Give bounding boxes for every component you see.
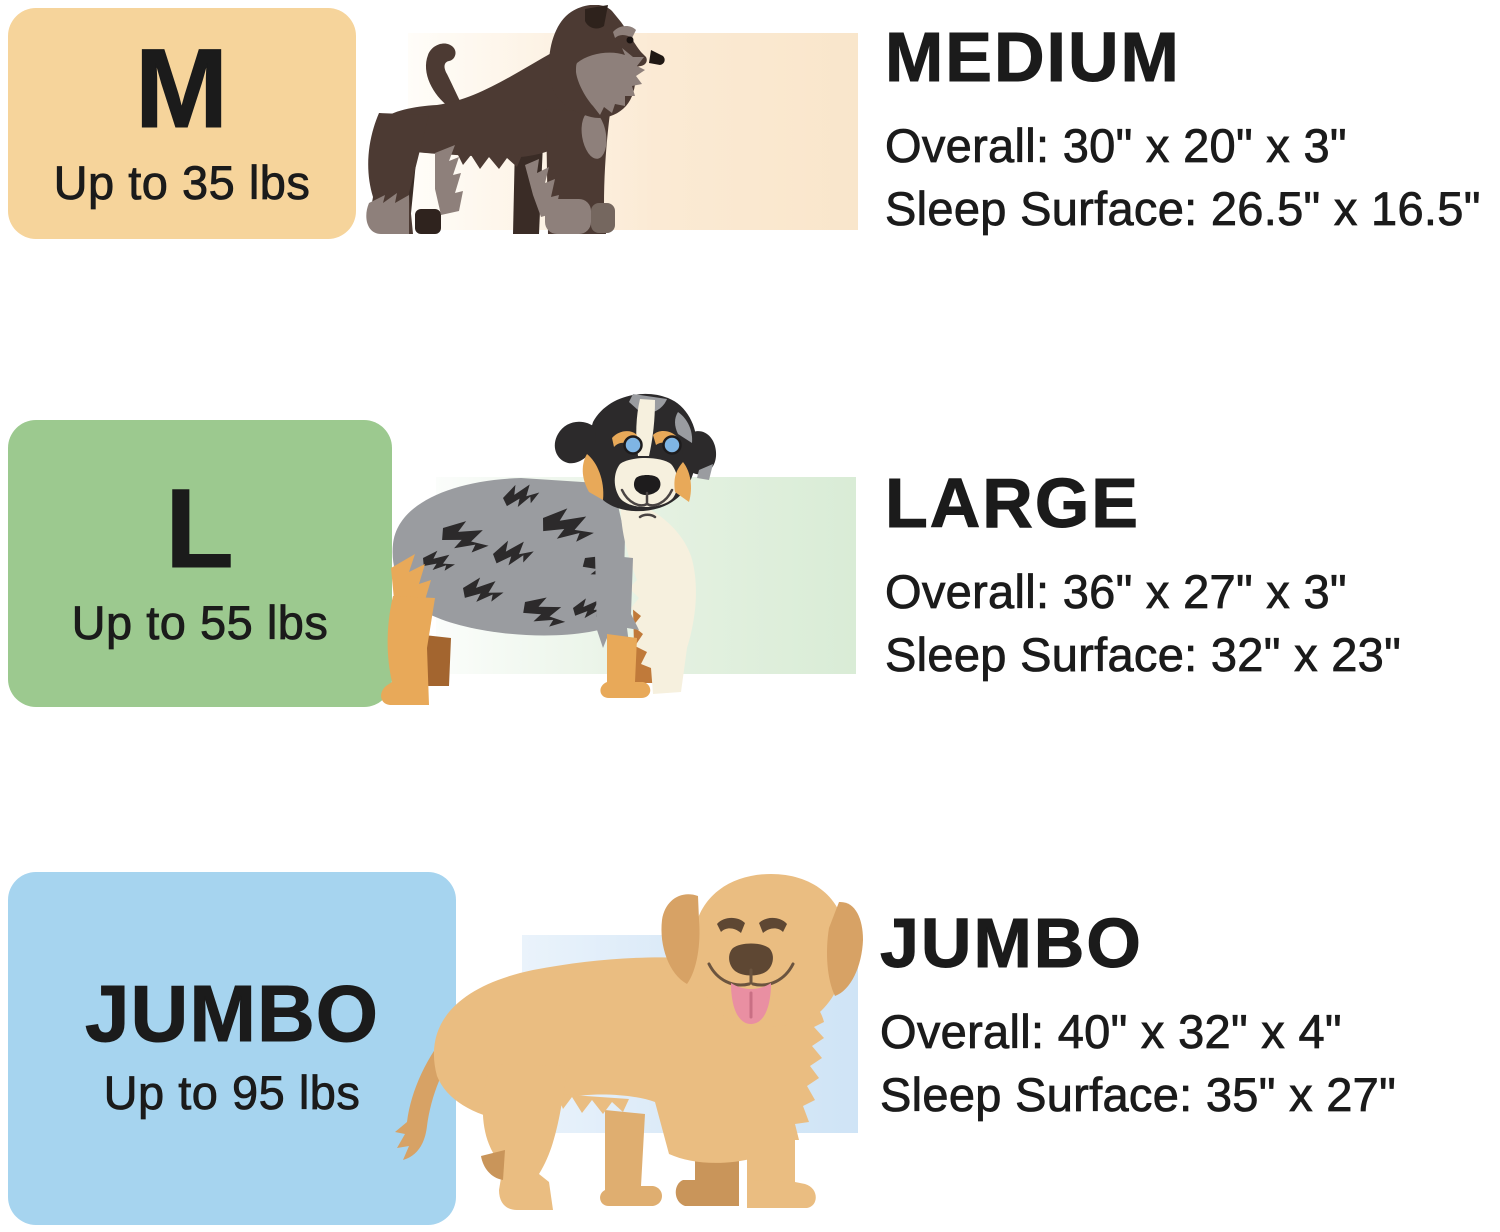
size-heading-large: LARGE bbox=[884, 464, 1140, 542]
size-badge-jumbo: JUMBO Up to 95 lbs bbox=[8, 872, 456, 1225]
golden-retriever-dog-icon bbox=[395, 874, 863, 1210]
size-letter-jumbo: JUMBO bbox=[85, 969, 379, 1059]
sleep-surface-dimensions-medium: Sleep Surface: 26.5" x 16.5" bbox=[885, 182, 1481, 236]
size-letter-medium: M bbox=[134, 26, 230, 152]
sleep-surface-dimensions-large: Sleep Surface: 32" x 23" bbox=[885, 628, 1402, 682]
weight-limit-jumbo: Up to 95 lbs bbox=[103, 1065, 361, 1119]
size-specs-jumbo: JUMBO Overall: 40" x 32" x 4" Sleep Surf… bbox=[879, 904, 1397, 1126]
overall-dimensions-large: Overall: 36" x 27" x 3" bbox=[885, 565, 1347, 619]
size-specs-large: LARGE Overall: 36" x 27" x 3" Sleep Surf… bbox=[884, 464, 1402, 686]
australian-shepherd-dog-icon bbox=[381, 393, 717, 705]
size-badge-large: L Up to 55 lbs bbox=[8, 420, 392, 707]
overall-dimensions-jumbo: Overall: 40" x 32" x 4" bbox=[880, 1005, 1342, 1059]
size-heading-jumbo: JUMBO bbox=[879, 904, 1143, 982]
weight-limit-medium: Up to 35 lbs bbox=[53, 155, 311, 209]
miniature-schnauzer-dog-icon bbox=[366, 5, 665, 234]
sleep-surface-dimensions-jumbo: Sleep Surface: 35" x 27" bbox=[880, 1068, 1397, 1122]
size-specs-medium: MEDIUM Overall: 30" x 20" x 3" Sleep Sur… bbox=[885, 22, 1481, 240]
overall-dimensions-medium: Overall: 30" x 20" x 3" bbox=[885, 119, 1347, 173]
weight-limit-large: Up to 55 lbs bbox=[71, 595, 329, 649]
size-heading-medium: MEDIUM bbox=[885, 18, 1181, 96]
size-letter-large: L bbox=[165, 466, 235, 592]
size-badge-medium: M Up to 35 lbs bbox=[8, 8, 356, 239]
